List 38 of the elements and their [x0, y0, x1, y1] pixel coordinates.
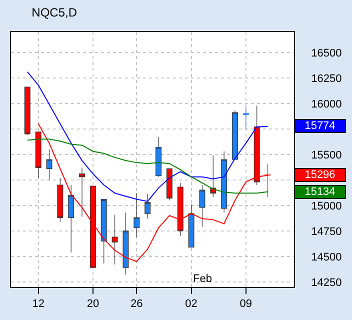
y-tick-label: 16250 — [311, 72, 342, 85]
y-tick-label: 14750 — [311, 226, 342, 238]
x-tick-label: 26 — [130, 298, 143, 310]
candlestick — [24, 86, 30, 136]
text: 15134 — [304, 186, 336, 198]
line-series — [26, 138, 268, 194]
line-series — [26, 71, 268, 202]
candlestick — [156, 136, 162, 178]
y-tick-label: 15500 — [311, 149, 342, 162]
annotation: Feb — [193, 273, 212, 285]
candlestick — [46, 149, 52, 180]
candlestick — [199, 184, 206, 228]
x-tick-label: 12 — [32, 298, 44, 310]
candlestick — [144, 194, 151, 219]
candlestick — [177, 182, 184, 236]
chart-title: NQC5,D — [32, 5, 78, 20]
candlestick — [134, 192, 140, 238]
text: 15296 — [304, 169, 336, 181]
candlestick — [210, 155, 216, 198]
candlestick — [232, 110, 238, 160]
candlestick — [79, 167, 85, 217]
y-tick-label: 16500 — [311, 47, 342, 60]
y-tick-label: 14500 — [311, 251, 342, 264]
x-tick-label: 02 — [185, 298, 198, 310]
candlestick — [68, 184, 74, 253]
candlestick — [100, 198, 107, 264]
y-tick-label: 15000 — [311, 200, 342, 212]
x-tick-label: 20 — [86, 298, 100, 310]
y-tick-label: 14250 — [311, 276, 342, 289]
candlestick — [221, 151, 228, 213]
candlestick — [188, 204, 194, 248]
candlestick — [57, 178, 64, 222]
candlestick — [122, 212, 129, 276]
candlestick — [166, 168, 172, 201]
y-tick-label: 16000 — [311, 98, 342, 110]
candlestick — [242, 106, 249, 130]
x-tick-label: 09 — [240, 298, 252, 310]
text: 15774 — [304, 120, 336, 132]
